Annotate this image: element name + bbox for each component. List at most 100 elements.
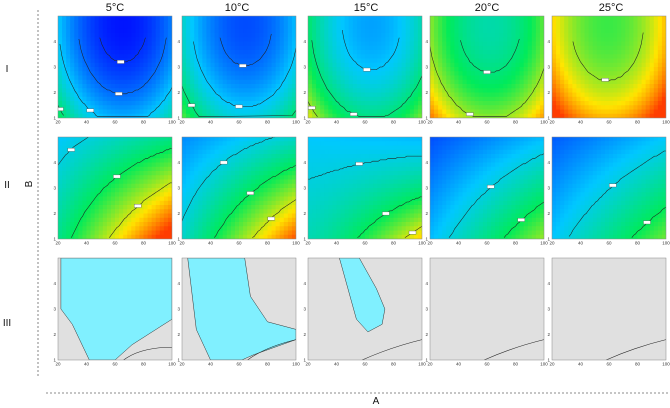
panel-r3-10c-ytick-4: 4 [177,281,180,286]
panel-r3-10c-feasible-region [187,258,296,360]
panel-r2-10c: 20 40 60 80 100 1 2 3 4 [177,136,300,246]
panel-r1-20c-xtick-60: 60 [484,120,490,125]
panel-r2-10c-xtick-40: 40 [208,241,214,246]
panel-r3-25c-ytick-4: 4 [547,281,550,286]
panel-r2-25c-surface [552,137,666,239]
panel-r1-25c-surface [552,16,666,118]
panel-r3-5c-boundary-contour [123,346,172,360]
panel-r1-25c-xtick-40: 40 [578,120,584,125]
panel-r1-10c-frame [181,15,297,119]
panel-r2-10c-contour-tag-1 [220,160,228,165]
x-axis-title: A [373,396,380,407]
panel-r3-25c-infeasible [552,258,666,360]
panel-r1-10c-contour-3 [193,41,296,107]
panel-r1-15c-ytick-1: 1 [303,116,306,121]
panel-r3-25c-ytick-3: 3 [547,307,550,312]
panel-r3-5c-xtick-40: 40 [84,362,90,367]
panel-r2-5c-xtick-40: 40 [84,241,90,246]
panel-r3-15c-xtick-60: 60 [362,362,368,367]
panel-r1-15c-xtick-80: 80 [391,120,397,125]
panel-r3-25c-boundary-contour [606,339,666,360]
panel-r1-25c-frame [551,15,667,119]
panel-r1-15c-contour-tag-5 [308,106,316,110]
panel-r2-5c-ytick-2: 2 [53,211,56,216]
panel-r1-5c-contour-tag-3 [86,108,94,113]
panel-r1-10c-contour-tag-3 [235,104,243,109]
panel-r3-5c-feasible-region [60,258,172,360]
panel-r1-10c-xtick-40: 40 [208,120,214,125]
panel-r3-25c-xtick-40: 40 [578,362,584,367]
panel-r1-20c-xtick-100: 100 [540,120,548,125]
panel-r2-5c-xtick-20: 20 [55,241,61,246]
panel-r3-10c: 20 40 60 80 100 1 2 3 4 [177,257,300,367]
panel-r1-5c: 20 40 60 80 100 1 2 3 4 [53,15,176,125]
panel-r1-25c-ytick-4: 4 [547,39,550,44]
panel-r2-15c-ytick-1: 1 [303,237,306,242]
panel-r2-10c-contour-1 [182,137,276,222]
panel-r1-5c-contour-2 [78,37,167,95]
panel-r2-25c-contour-tag-2 [643,220,651,225]
panel-r1-15c-xtick-60: 60 [362,120,368,125]
panel-r2-25c-xtick-100: 100 [662,241,670,246]
panel-r1-15c-ytick-3: 3 [303,65,306,70]
panel-r3-5c-ytick-4: 4 [53,281,56,286]
panel-r2-10c-ytick-2: 2 [177,211,180,216]
panel-r1-15c-surface [308,16,422,118]
panel-r3-20c-frame [429,257,545,361]
panel-r1-5c-contour-tag-2 [115,92,123,96]
panel-r1-10c-ytick-2: 2 [177,90,180,95]
panel-r2-25c-xtick-80: 80 [635,241,641,246]
panel-r1-15c-xtick-20: 20 [305,120,311,125]
panel-r2-10c-ytick-4: 4 [177,160,180,165]
panel-r1-25c-ytick-3: 3 [547,65,550,70]
panel-r2-10c-ytick-1: 1 [177,237,180,242]
panel-r3-25c-frame [551,257,667,361]
panel-r2-25c-xtick-60: 60 [606,241,612,246]
panel-r3-5c-ytick-2: 2 [53,332,56,337]
panel-r2-20c-contour-2 [503,201,544,238]
panel-r3-5c-surface [58,258,172,360]
panel-r1-10c-contour-4 [182,86,296,117]
panel-r2-10c-ytick-3: 3 [177,186,180,191]
panel-r1-5c-contour-3 [59,43,172,117]
panel-r3-20c-xtick-100: 100 [540,362,548,367]
panel-r3-25c: 20 40 60 80 100 1 2 3 4 [547,257,670,367]
panel-r2-10c-xtick-20: 20 [179,241,185,246]
panel-r2-5c-xtick-60: 60 [112,241,118,246]
panel-r2-15c-xtick-100: 100 [418,241,426,246]
panel-r1-20c-contour-tag-5 [466,112,474,116]
panel-r3-15c-xtick-20: 20 [305,362,311,367]
panel-r2-15c-xtick-60: 60 [362,241,368,246]
panel-r3-20c-xtick-60: 60 [484,362,490,367]
panel-r3-5c-xtick-20: 20 [55,362,61,367]
panel-r1-20c-xtick-40: 40 [456,120,462,125]
panel-r1-10c-ytick-4: 4 [177,39,180,44]
panel-r1-15c-xtick-40: 40 [334,120,340,125]
panel-r1-20c-ytick-4: 4 [425,39,428,44]
panel-r3-10c-ytick-3: 3 [177,307,180,312]
panel-r1-25c-xtick-20: 20 [549,120,555,125]
panel-r2-25c-ytick-4: 4 [547,160,550,165]
panel-r2-10c-contour-2 [214,164,296,238]
panel-r3-10c-surface [182,258,296,360]
panel-r2-25c-ytick-3: 3 [547,186,550,191]
panel-r3-15c-xtick-100: 100 [418,362,426,367]
panel-r3-20c-xtick-80: 80 [513,362,519,367]
panel-r1-25c-xtick-60: 60 [606,120,612,125]
panel-r2-25c-xtick-40: 40 [578,241,584,246]
panel-r1-20c-frame [429,15,545,119]
panel-r3-10c-ytick-2: 2 [177,332,180,337]
panel-r3-10c-xtick-40: 40 [208,362,214,367]
panel-r2-5c-xtick-100: 100 [168,241,176,246]
panel-r1-20c-xtick-20: 20 [427,120,433,125]
panel-r1-10c-ytick-1: 1 [177,116,180,121]
panel-r2-10c-contour-tag-3 [267,216,275,221]
panel-r1-15c-frame [307,15,423,119]
panel-r3-15c-surface [308,258,422,360]
panel-r2-20c-ytick-3: 3 [425,186,428,191]
panel-r2-5c: 20 40 60 80 100 1 2 3 4 [53,136,176,246]
panel-r2-10c-xtick-80: 80 [265,241,271,246]
